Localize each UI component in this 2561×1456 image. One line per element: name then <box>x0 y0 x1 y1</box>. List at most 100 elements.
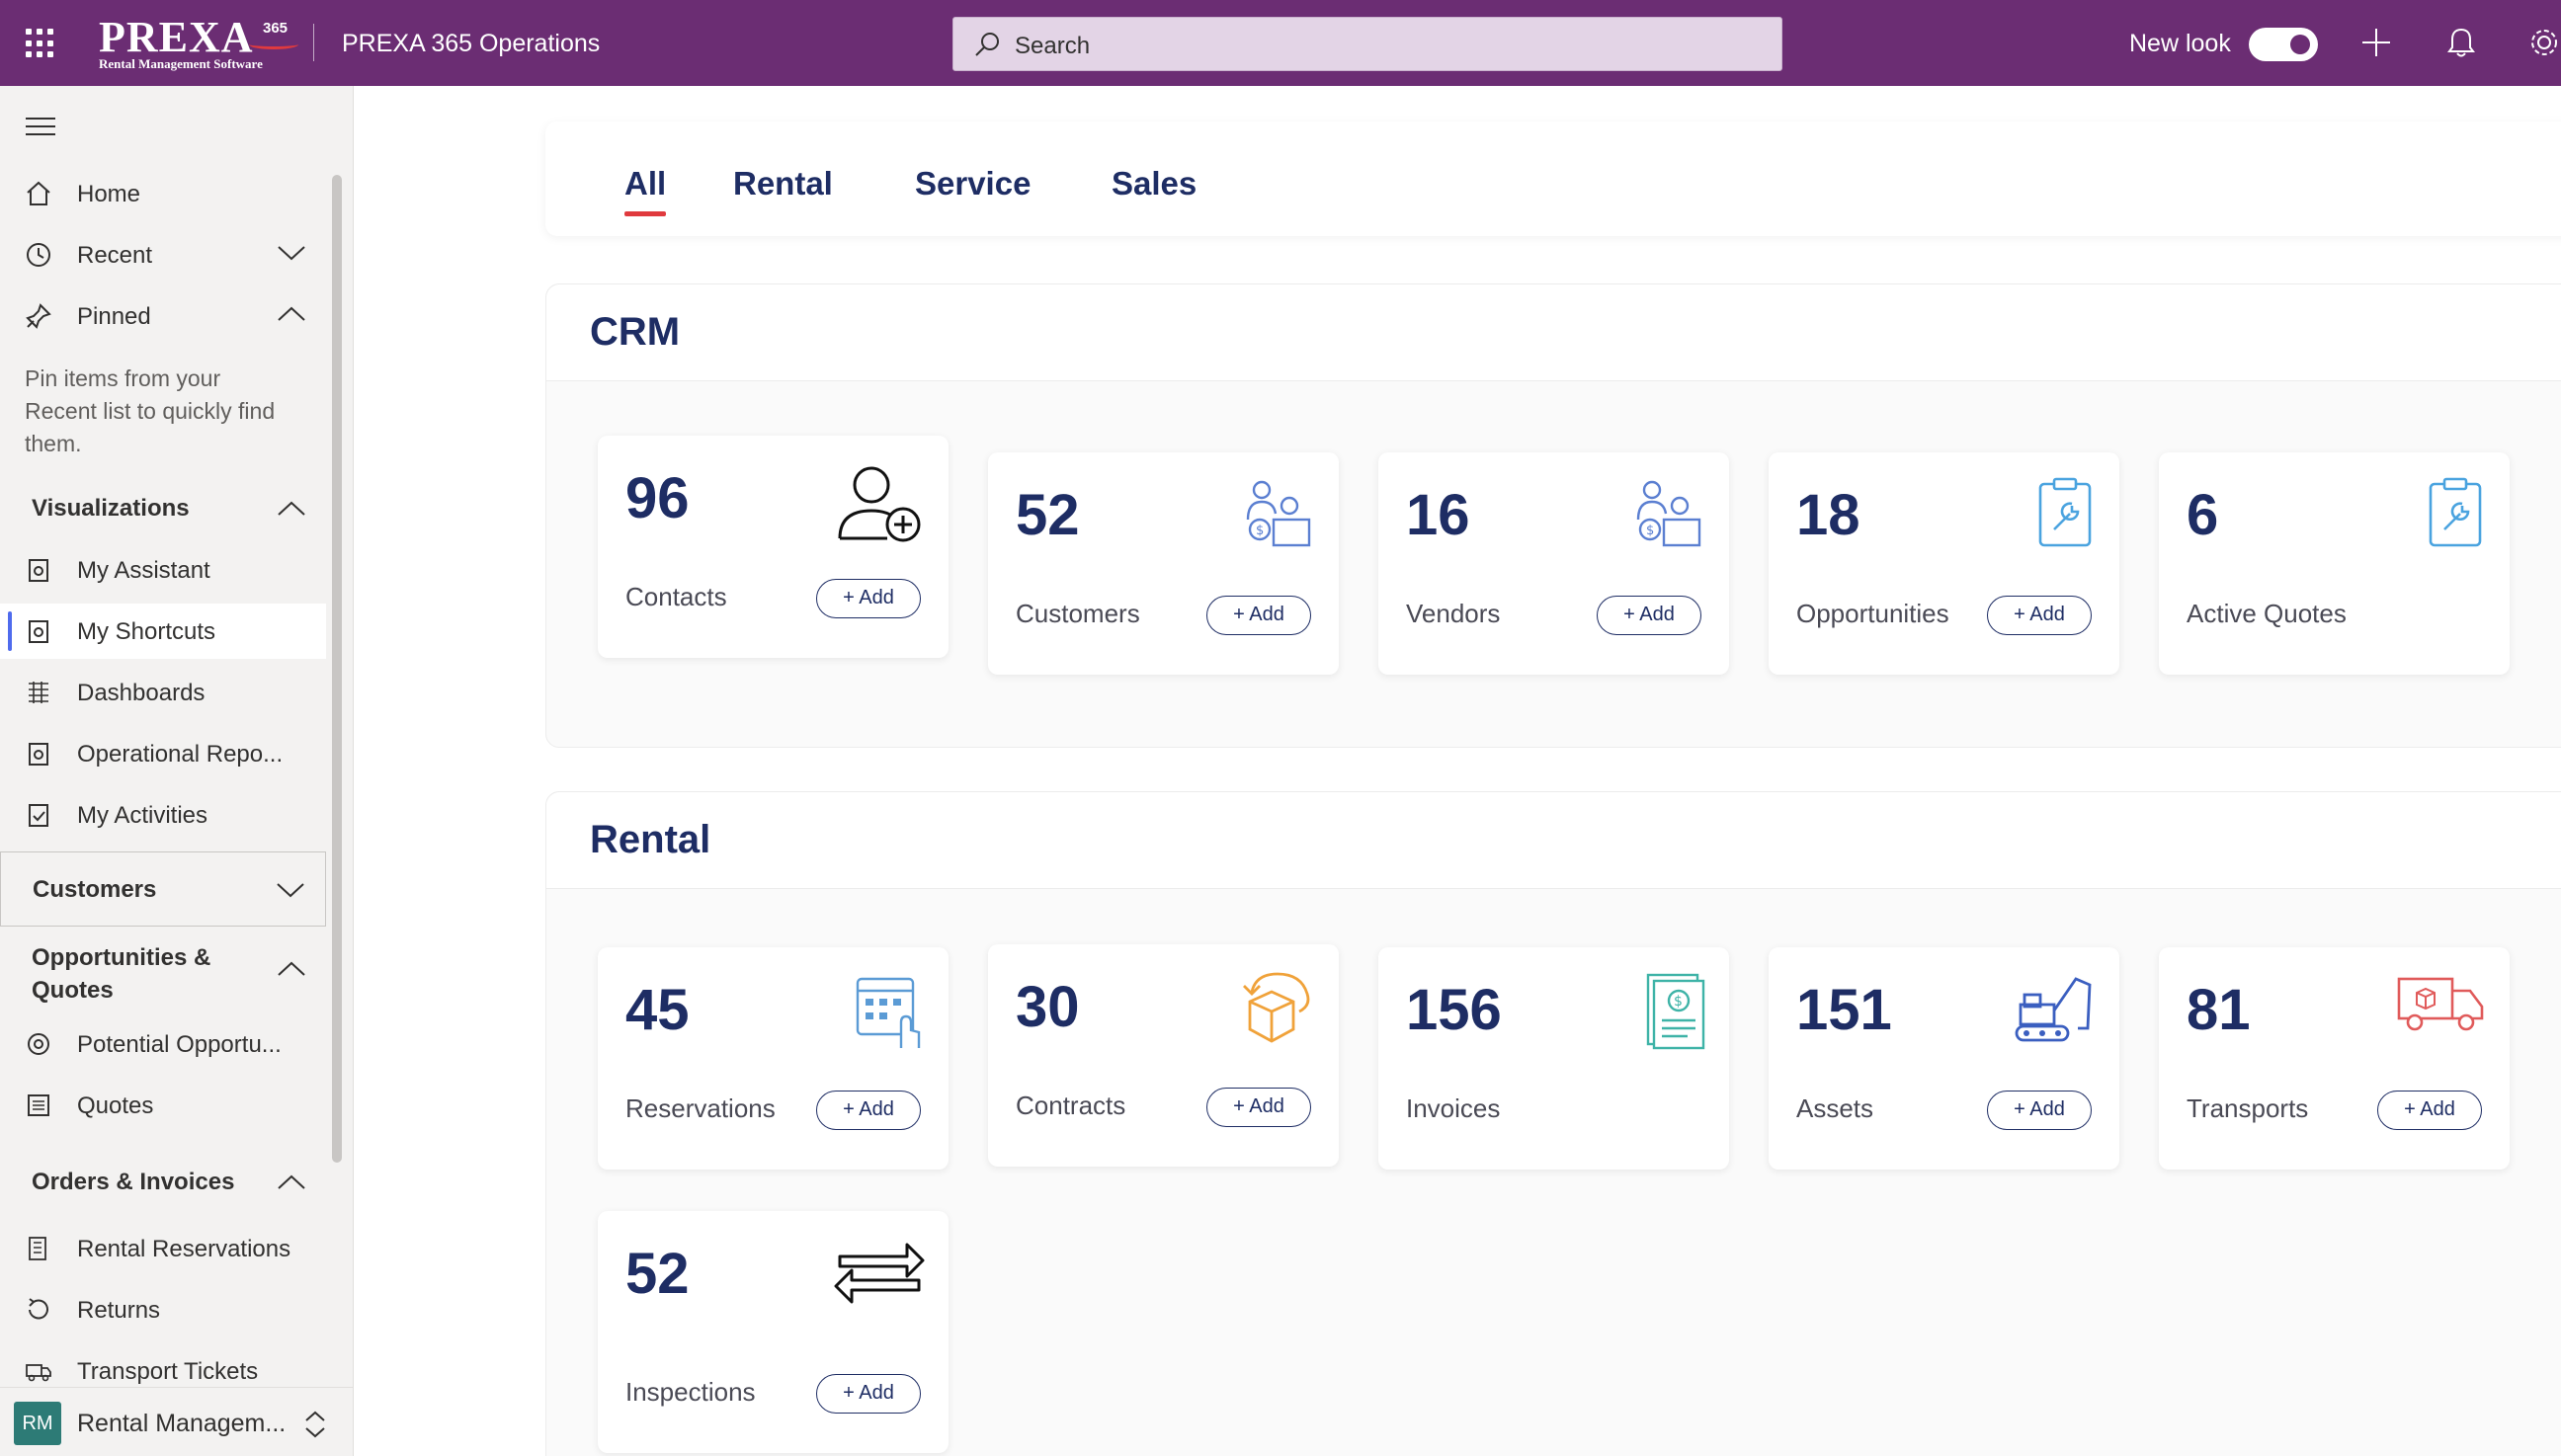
card-label: Active Quotes <box>2187 599 2347 628</box>
card-label: Transports <box>2187 1093 2309 1123</box>
return-box-icon <box>1243 972 1310 1043</box>
sidebar-item-label: Pinned <box>77 303 151 330</box>
new-look-label: New look <box>2129 30 2231 57</box>
card-assets[interactable]: 151 Assets + Add <box>1769 947 2119 1170</box>
app-switcher-label: Rental Managem... <box>77 1410 287 1437</box>
gear-icon[interactable] <box>2527 26 2561 59</box>
tab-all[interactable]: All <box>624 165 667 216</box>
section-header: Rental <box>546 792 2561 889</box>
chevron-updown-icon <box>305 1411 325 1438</box>
group-customers[interactable]: Customers <box>0 851 326 927</box>
sidebar-scrollbar[interactable] <box>332 175 342 1163</box>
card-count: 151 <box>1796 978 1892 1042</box>
sidebar-item-my-activities[interactable]: My Activities <box>0 787 326 843</box>
return-icon <box>29 1298 48 1320</box>
add-contact-button[interactable]: + Add <box>816 579 921 618</box>
card-vendors[interactable]: 16 $ Vendors + Add <box>1378 452 1729 675</box>
plus-icon[interactable] <box>2359 26 2393 59</box>
group-orders-invoices[interactable]: Orders & Invoices <box>0 1155 326 1210</box>
card-transports[interactable]: 81 Transports + Add <box>2159 947 2510 1170</box>
hamburger-menu-icon[interactable] <box>26 118 55 137</box>
main-content: All Rental Service Sales CRM 96 Contacts… <box>354 86 2561 1456</box>
vendors-icon: $ <box>1636 480 1701 547</box>
chevron-up-icon[interactable] <box>277 304 306 324</box>
group-visualizations[interactable]: Visualizations <box>0 481 326 536</box>
sidebar-item-label: Transport Tickets <box>77 1358 259 1385</box>
section-title: Rental <box>590 818 711 861</box>
calendar-touch-icon <box>856 977 921 1048</box>
card-label: Vendors <box>1406 599 1501 628</box>
chevron-down-icon[interactable] <box>276 880 305 900</box>
add-reservation-button[interactable]: + Add <box>816 1091 921 1130</box>
app-launcher-icon[interactable] <box>26 29 55 58</box>
svg-text:$: $ <box>1646 524 1654 538</box>
chevron-up-icon[interactable] <box>277 959 306 979</box>
chevron-up-icon[interactable] <box>277 499 306 519</box>
card-inspections[interactable]: 52 Inspections + Add <box>598 1211 949 1453</box>
tab-bar: All Rental Service Sales <box>545 121 2561 236</box>
sidebar-item-label: My Assistant <box>77 557 210 584</box>
sidebar-item-quotes[interactable]: Quotes <box>0 1078 326 1133</box>
bell-icon[interactable] <box>2446 26 2476 59</box>
sidebar-item-rental-reservations[interactable]: Rental Reservations <box>0 1221 326 1276</box>
sidebar-item-operational-reports[interactable]: Operational Repo... <box>0 726 326 781</box>
sidebar-item-dashboards[interactable]: Dashboards <box>0 665 326 720</box>
add-opportunity-button[interactable]: + Add <box>1987 596 2092 635</box>
sidebar-item-recent[interactable]: Recent <box>0 227 326 283</box>
chevron-down-icon[interactable] <box>277 243 306 263</box>
clipboard-icon <box>29 804 48 827</box>
sidebar-item-label: Home <box>77 181 141 207</box>
app-title[interactable]: PREXA 365 Operations <box>342 30 601 57</box>
card-count: 52 <box>1016 483 1080 547</box>
add-contract-button[interactable]: + Add <box>1206 1088 1311 1127</box>
tab-rental[interactable]: Rental <box>733 165 833 202</box>
add-customer-button[interactable]: + Add <box>1206 596 1311 635</box>
search-icon <box>975 33 999 56</box>
search-placeholder: Search <box>1015 33 1091 59</box>
brand-logo[interactable]: PREXA 365 Rental Management Software <box>99 12 306 73</box>
clock-icon <box>27 243 50 267</box>
sidebar: Home Recent Pinned Pin items from your R… <box>0 86 354 1456</box>
sidebar-item-transport-tickets[interactable]: Transport Tickets <box>0 1343 326 1399</box>
card-count: 16 <box>1406 483 1470 547</box>
card-contacts[interactable]: 96 Contacts + Add <box>598 436 949 658</box>
group-opportunities-quotes[interactable]: Opportunities & Quotes <box>0 935 326 1014</box>
sidebar-item-my-assistant[interactable]: My Assistant <box>0 542 326 598</box>
card-active-quotes[interactable]: 6 Active Quotes <box>2159 452 2510 675</box>
tab-sales[interactable]: Sales <box>1112 165 1198 202</box>
sidebar-item-label: Dashboards <box>77 680 206 706</box>
sidebar-item-label: Returns <box>77 1297 161 1324</box>
sidebar-item-my-shortcuts[interactable]: My Shortcuts <box>0 604 326 659</box>
add-vendor-button[interactable]: + Add <box>1597 596 1701 635</box>
sidebar-item-home[interactable]: Home <box>0 166 326 221</box>
group-title: Visualizations <box>32 495 190 522</box>
sidebar-item-label: Recent <box>77 242 153 269</box>
section-header: CRM <box>546 284 2561 381</box>
sidebar-item-label: Quotes <box>77 1092 154 1119</box>
tab-service[interactable]: Service <box>915 165 1032 202</box>
sidebar-item-returns[interactable]: Returns <box>0 1282 326 1337</box>
card-invoices[interactable]: 156 $ Invoices <box>1378 947 1729 1170</box>
group-title: Orders & Invoices <box>32 1169 235 1195</box>
sidebar-item-pinned[interactable]: Pinned <box>0 288 326 344</box>
card-count: 81 <box>2187 978 2251 1042</box>
chevron-up-icon[interactable] <box>277 1173 306 1192</box>
card-count: 156 <box>1406 978 1502 1042</box>
new-look-toggle[interactable] <box>2249 28 2318 61</box>
card-customers[interactable]: 52 $ Customers + Add <box>988 452 1339 675</box>
add-inspection-button[interactable]: + Add <box>816 1374 921 1414</box>
card-contracts[interactable]: 30 Contracts + Add <box>988 944 1339 1167</box>
swap-arrows-icon <box>834 1243 925 1304</box>
add-transport-button[interactable]: + Add <box>2377 1091 2482 1130</box>
add-asset-button[interactable]: + Add <box>1987 1091 2092 1130</box>
card-opportunities[interactable]: 18 Opportunities + Add <box>1769 452 2119 675</box>
app-switcher[interactable]: RM Rental Managem... <box>0 1387 353 1456</box>
card-reservations[interactable]: 45 Reservations + Add <box>598 947 949 1170</box>
divider <box>313 24 314 61</box>
sidebar-item-label: Operational Repo... <box>77 741 284 768</box>
search-input[interactable]: Search <box>952 17 1782 71</box>
invoice-icon: $ <box>1646 973 1705 1050</box>
sidebar-item-potential-opportunities[interactable]: Potential Opportu... <box>0 1016 326 1072</box>
card-label: Reservations <box>625 1093 776 1123</box>
card-count: 52 <box>625 1242 690 1306</box>
